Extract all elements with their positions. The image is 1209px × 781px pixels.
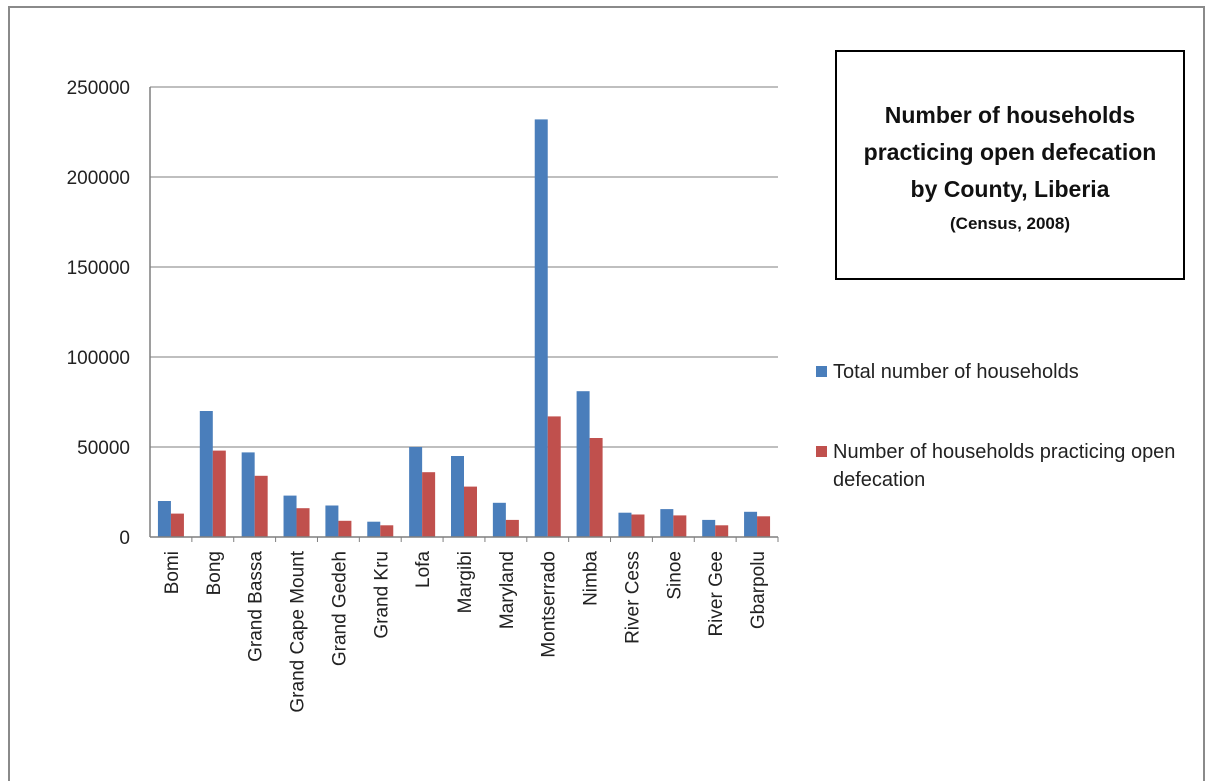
bar-total-households xyxy=(702,519,716,537)
bar-total-households xyxy=(367,521,381,537)
bar-open-defecation xyxy=(170,513,184,537)
x-tick-label: Bomi xyxy=(162,551,183,594)
x-tick-label: Lofa xyxy=(413,551,434,588)
x-tick-label: Montserrado xyxy=(539,551,560,658)
bar-open-defecation xyxy=(464,486,477,537)
bar-total-households xyxy=(744,511,758,537)
y-tick-label: 250000 xyxy=(67,78,130,99)
x-tick-label: Grand Bassa xyxy=(246,551,267,662)
bar-open-defecation xyxy=(757,516,771,537)
bar-open-defecation xyxy=(212,450,226,537)
chart-subtitle: (Census, 2008) xyxy=(950,213,1070,233)
legend-swatch-open-defecation xyxy=(816,446,827,457)
legend-item-total: Total number of households xyxy=(816,358,1201,386)
bar-total-households xyxy=(199,411,213,537)
bar-open-defecation xyxy=(380,525,394,537)
x-tick-label: Nimba xyxy=(581,551,602,606)
bar-total-households xyxy=(325,505,339,537)
gridlines xyxy=(150,86,778,448)
bar-open-defecation xyxy=(338,520,352,537)
x-tick-label: River Cess xyxy=(622,551,643,644)
bar-open-defecation xyxy=(505,519,519,537)
legend-item-open-defecation: Number of households practicing open def… xyxy=(816,438,1201,494)
bar-total-households xyxy=(451,456,464,537)
bar-open-defecation xyxy=(422,472,436,537)
bar-total-households xyxy=(660,509,674,537)
legend: Total number of households Number of hou… xyxy=(816,358,1201,494)
y-tick-label: 200000 xyxy=(67,168,130,189)
legend-label-open-defecation: Number of households practicing open def… xyxy=(833,441,1176,491)
x-tick-label: Maryland xyxy=(497,551,518,629)
bar-open-defecation xyxy=(589,438,603,537)
x-tick-labels: Bomi Bong Grand Bassa Grand Cape Mount Grand… xyxy=(162,550,769,712)
y-tick-labels: 0 50000 100000 150000 200000 250000 xyxy=(67,78,130,549)
bar-total-households xyxy=(534,119,548,538)
bar-open-defecation xyxy=(631,514,645,537)
bar-total-households xyxy=(618,512,632,537)
bar-open-defecation xyxy=(715,525,729,537)
axes xyxy=(149,87,779,542)
bar-total-households xyxy=(576,391,590,537)
x-tick-label: Bong xyxy=(204,551,225,595)
bars xyxy=(157,119,771,538)
x-tick-label: Grand Cape Mount xyxy=(288,550,309,712)
bar-open-defecation xyxy=(673,515,687,537)
x-tick-label: Grand Gedeh xyxy=(329,551,350,666)
x-tick-label: River Gee xyxy=(706,551,727,637)
x-tick-label: Sinoe xyxy=(664,551,685,600)
chart-title: Number of households practicing open def… xyxy=(863,101,1157,202)
bar-total-households xyxy=(157,501,171,537)
chart-title-box: Number of households practicing open def… xyxy=(835,50,1185,280)
x-tick-label: Margibi xyxy=(455,551,476,613)
bar-total-households xyxy=(492,502,506,537)
x-tick-label: Gbarpolu xyxy=(748,551,769,629)
legend-label-total: Total number of households xyxy=(833,361,1079,383)
bar-total-households xyxy=(241,452,255,537)
y-tick-label: 0 xyxy=(119,528,130,549)
legend-swatch-total xyxy=(816,366,827,377)
bar-total-households xyxy=(283,495,297,537)
y-tick-label: 50000 xyxy=(77,438,130,459)
y-tick-label: 150000 xyxy=(67,258,130,279)
bar-open-defecation xyxy=(296,508,310,537)
x-tick-label: Grand Kru xyxy=(371,551,392,639)
y-tick-label: 100000 xyxy=(67,348,130,369)
bar-open-defecation xyxy=(254,475,268,537)
bar-open-defecation xyxy=(547,416,561,537)
bar-total-households xyxy=(409,447,423,537)
